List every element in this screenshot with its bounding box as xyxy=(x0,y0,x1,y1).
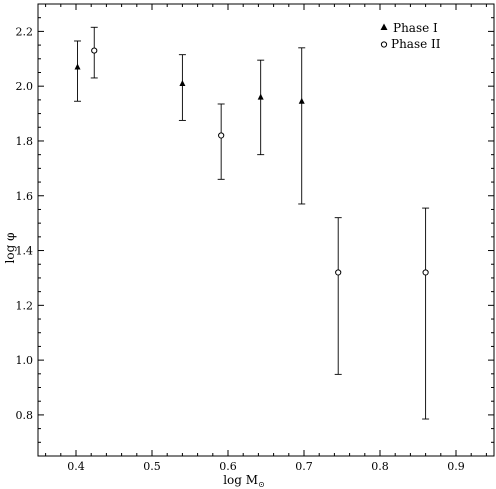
series-phase-2 xyxy=(90,26,430,420)
y-tick-label: 1.8 xyxy=(16,135,34,148)
y-tick-label: 2.0 xyxy=(16,80,34,93)
y-tick-label: 1.4 xyxy=(16,245,34,258)
plot-frame xyxy=(37,3,495,457)
series-phase-1 xyxy=(74,40,306,205)
x-tick-label: 0.5 xyxy=(143,460,161,473)
x-tick-label: 0.4 xyxy=(67,460,85,473)
data-point-triangle xyxy=(179,79,186,86)
x-axis-label-main: log M xyxy=(223,473,258,487)
legend-marker-phase-1 xyxy=(380,23,388,30)
data-point-triangle xyxy=(298,97,305,104)
x-tick-label: 0.7 xyxy=(295,460,313,473)
y-tick-label: 2.2 xyxy=(16,25,34,38)
data-point-circle xyxy=(91,47,98,54)
x-tick-label: 0.9 xyxy=(447,460,465,473)
legend: Phase I Phase II xyxy=(380,21,441,51)
data-point-triangle xyxy=(74,63,81,70)
x-tick-label: 0.6 xyxy=(219,460,237,473)
legend-label-phase-2: Phase II xyxy=(391,37,441,51)
data-point-circle xyxy=(218,132,225,139)
y-tick-label: 1.2 xyxy=(16,299,34,312)
x-tick-label: 0.8 xyxy=(371,460,389,473)
y-tick-label: 1.0 xyxy=(16,354,34,367)
data-point-circle xyxy=(422,269,429,276)
data-point-triangle xyxy=(257,93,264,100)
x-axis-label: log M⊙ xyxy=(223,473,265,489)
x-axis-label-subscript: ⊙ xyxy=(258,480,265,489)
y-tick-label: 1.6 xyxy=(16,190,34,203)
y-tick-label: 0.8 xyxy=(16,409,34,422)
legend-label-phase-1: Phase I xyxy=(393,21,438,35)
y-axis-label: log φ xyxy=(3,233,17,264)
legend-marker-phase-2 xyxy=(380,41,388,48)
data-point-circle xyxy=(335,269,342,276)
